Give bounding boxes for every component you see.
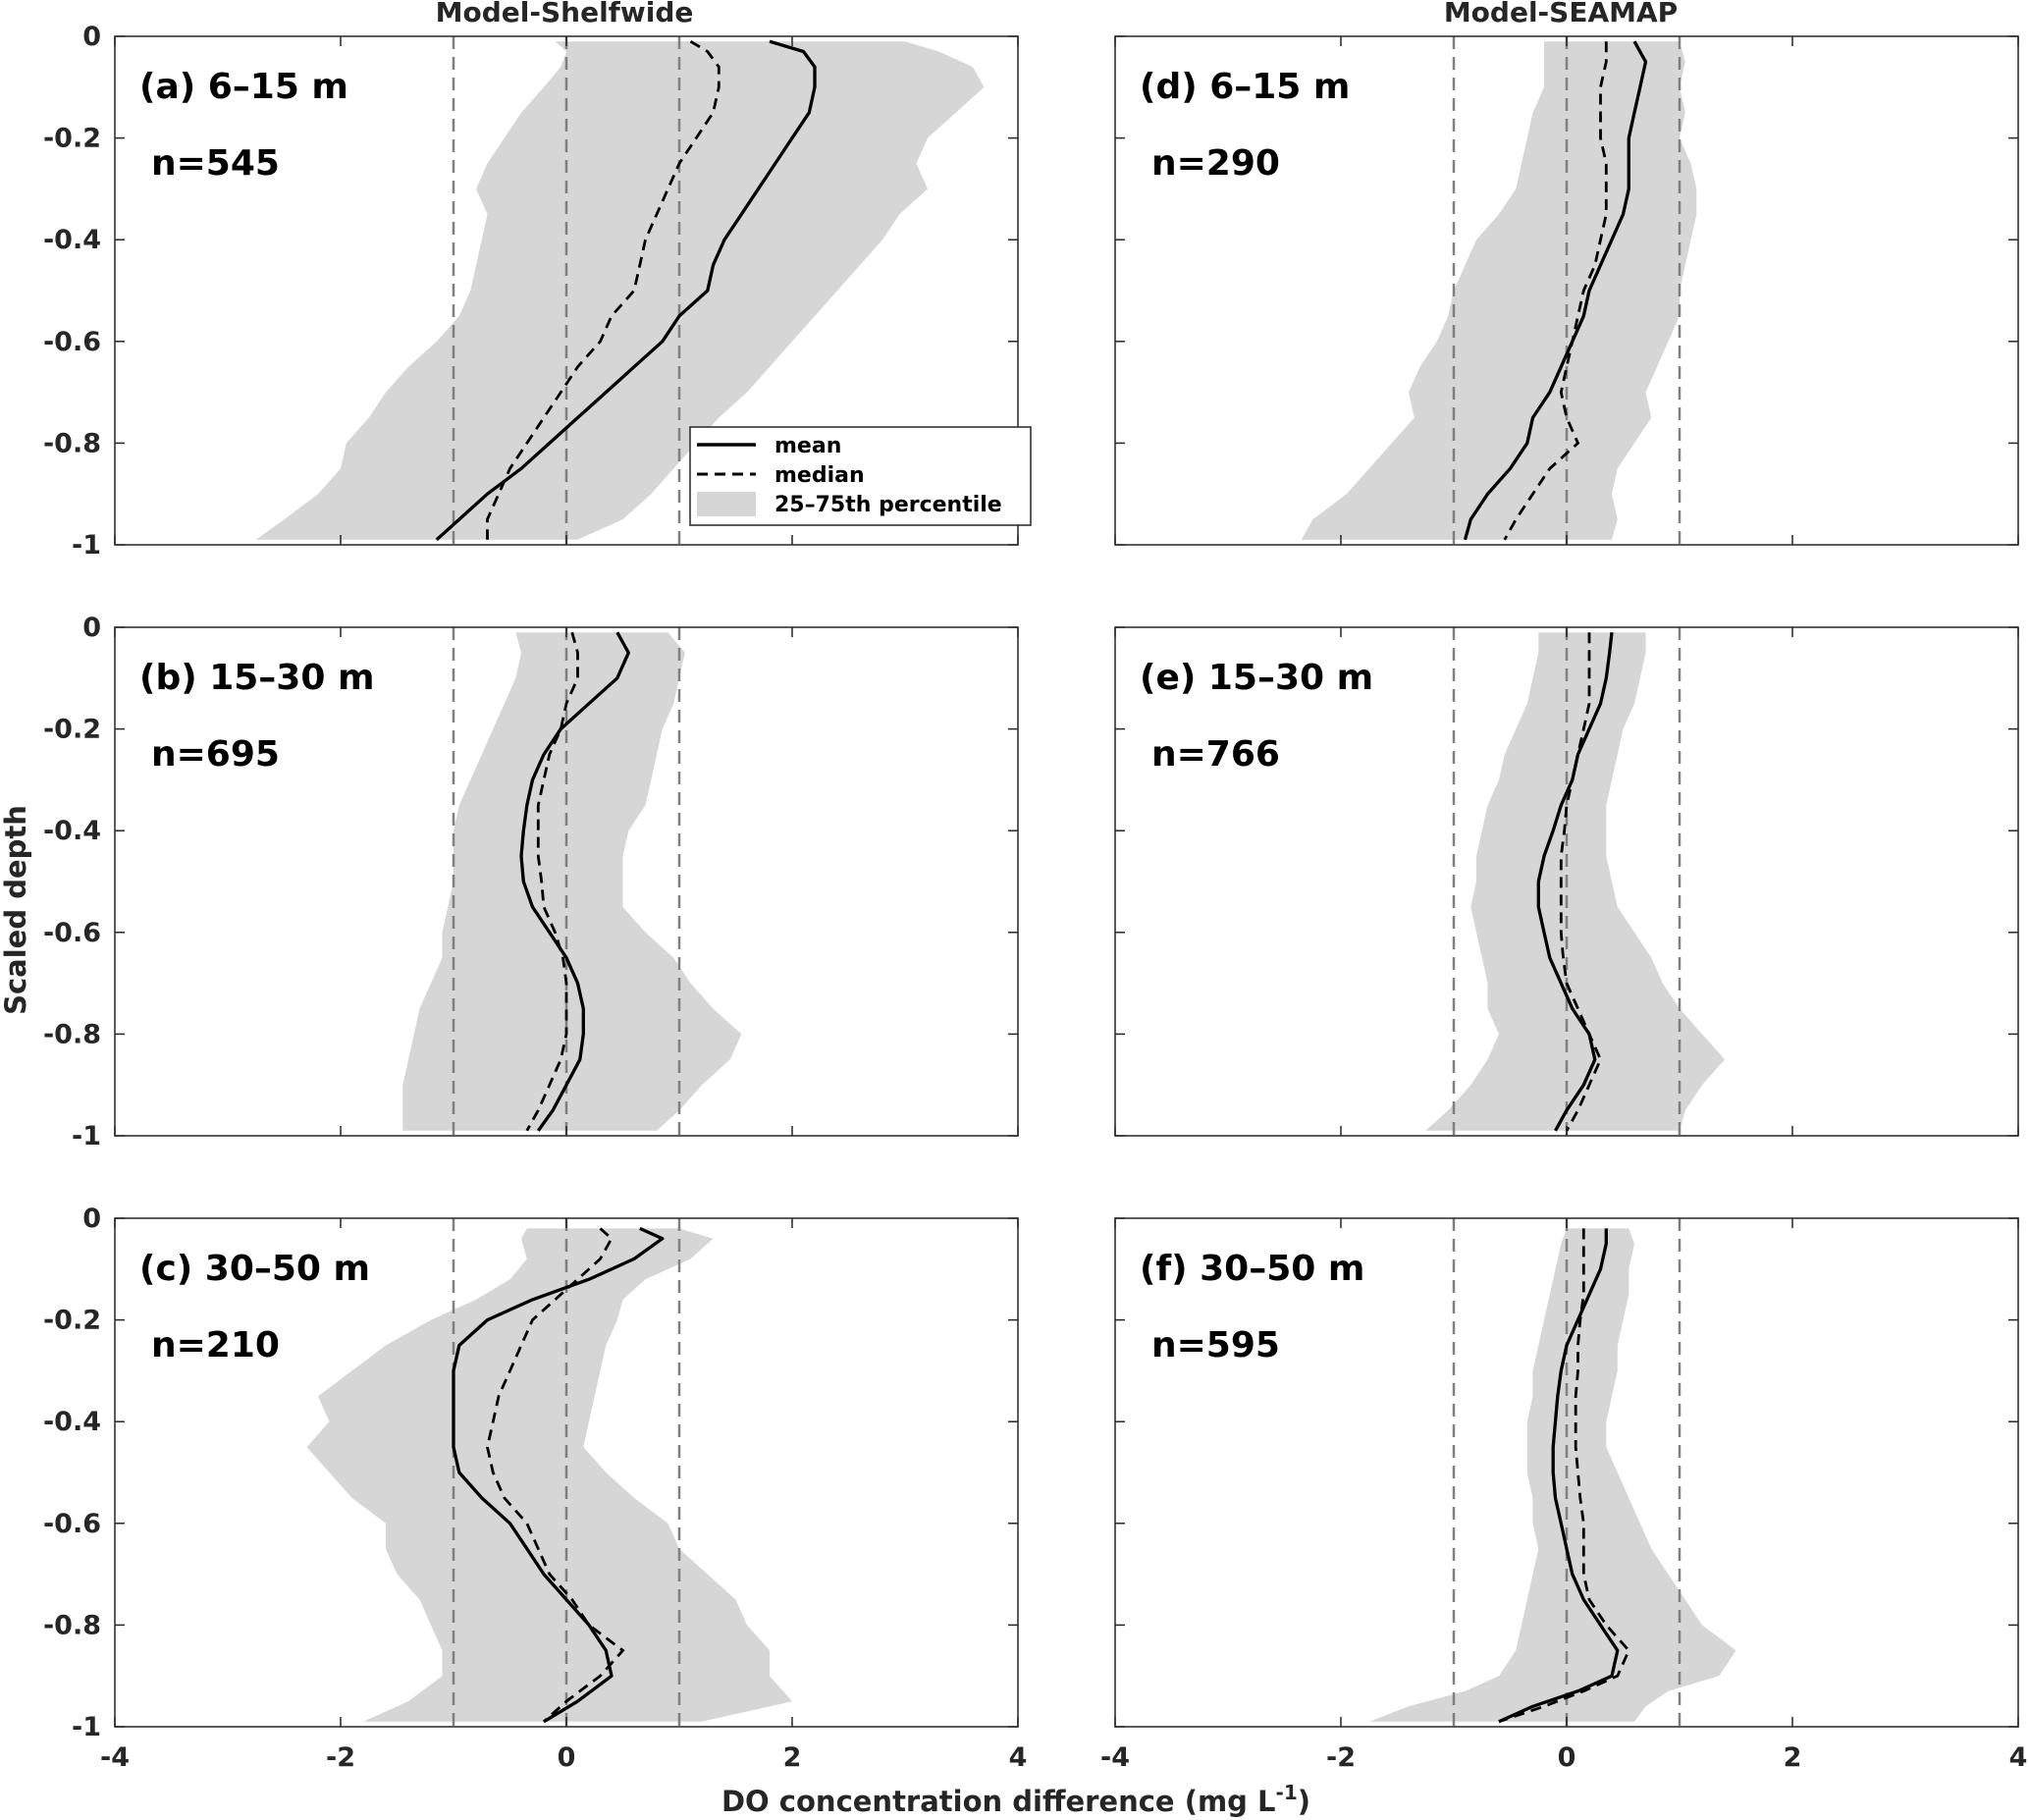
panel-e-percentile-band	[1425, 632, 1725, 1131]
legend-band-swatch	[697, 492, 756, 516]
panel-a-y-tick-label: -1	[72, 530, 101, 561]
panel-c-mean-line	[452, 1226, 665, 1724]
panel-e-title: (e) 15–30 m	[1140, 658, 1373, 698]
panel-d-title: (d) 6–15 m	[1140, 67, 1350, 107]
panel-d-median-line	[1503, 41, 1608, 541]
panel-b-percentile-band	[402, 632, 742, 1131]
panel-a-median-line	[486, 39, 721, 540]
panel-f-x-tick-label: 2	[1784, 1742, 1802, 1773]
panel-a-y-tick-label: -0.4	[43, 225, 101, 255]
panel-b-count: n=695	[151, 734, 280, 775]
column-title-right: Model-SEAMAP	[1444, 0, 1678, 28]
panel-d-mean-line	[1463, 40, 1648, 541]
panel-c-count: n=210	[151, 1325, 280, 1365]
panel-b-median-line	[525, 631, 579, 1132]
panel-a-y-tick-label: 0	[82, 22, 101, 52]
legend-mean-label: mean	[774, 434, 841, 458]
panel-c-percentile-band	[306, 1228, 792, 1722]
panel-f-x-tick-label: -2	[1326, 1742, 1356, 1773]
panel-c-y-tick-label: -0.6	[43, 1509, 101, 1539]
panel-b-y-tick-label: -0.4	[43, 816, 101, 846]
panel-a-percentile-band	[255, 41, 985, 540]
panel-f-x-tick-label: 0	[1558, 1742, 1576, 1773]
panel-a-y-tick-label: -0.8	[43, 428, 101, 458]
panel-c-x-tick-label: -4	[100, 1742, 130, 1773]
panel-c-x-tick-label: -2	[326, 1742, 355, 1773]
panel-b-title: (b) 15–30 m	[139, 658, 374, 698]
panel-d-percentile-band	[1301, 41, 1697, 540]
panel-a-y-tick-label: -0.6	[43, 327, 101, 357]
panel-e-median-line	[1559, 632, 1603, 1132]
panel-e-mean-line	[1536, 632, 1614, 1132]
panel-c-x-tick-label: 4	[1009, 1742, 1028, 1773]
legend-band-label: 25–75th percentile	[774, 493, 1002, 517]
panel-a-y-tick-label: -0.2	[43, 124, 101, 154]
panel-b-y-tick-label: -0.8	[43, 1019, 101, 1049]
panel-e: (e) 15–30 m n=766	[1114, 626, 2019, 1137]
panel-a: 0 -0.2 -0.4 -0.6 -0.8 -1 (a) 6–15 m n=545	[43, 22, 1019, 561]
x-axis-title: DO concentration difference (mg L-1)	[721, 1781, 1310, 1818]
panel-f-title: (f) 30–50 m	[1140, 1249, 1364, 1289]
legend: mean median 25–75th percentile	[689, 426, 1032, 526]
legend-median-label: median	[774, 463, 865, 488]
panel-c-title: (c) 30–50 m	[139, 1249, 370, 1289]
y-axis-title: Scaled depth	[0, 805, 32, 1015]
panels: 0-0.2-0.4-0.6-0.8-1(a) 6–15 mn=5450-0.2-…	[43, 22, 2027, 1773]
panel-b-y-tick-label: -0.2	[43, 715, 101, 745]
panel-c-y-tick-label: -0.8	[43, 1610, 101, 1640]
x-axis-title-end: )	[1298, 1785, 1310, 1818]
panel-b-y-tick-label: -1	[72, 1121, 101, 1151]
panel-a-mean-line	[435, 39, 817, 542]
panel-c-y-tick-label: -0.4	[43, 1407, 101, 1437]
panel-f-count: n=595	[1151, 1325, 1280, 1365]
panel-d-count: n=290	[1151, 143, 1280, 184]
panel-c: -4 -2 0 2 4 0 -0.2 -0.4 -0.6 -0.8 -1 (c) 30–50 m n=2…	[43, 1204, 1027, 1773]
panel-c-x-tick-label: 0	[558, 1742, 576, 1773]
panel-f: -4 -2 0 2 4 (f) 30–50 m n=595	[1100, 1217, 2028, 1773]
column-title-left: Model-Shelfwide	[436, 0, 694, 28]
panel-b-y-tick-label: 0	[82, 613, 101, 643]
panel-b-y-tick-label: -0.6	[43, 918, 101, 948]
x-axis-title-superscript: -1	[1276, 1781, 1298, 1804]
panel-d: (d) 6–15 m n=290	[1114, 35, 2019, 546]
panel-b: 0 -0.2 -0.4 -0.6 -0.8 -1 (b) 15–30 m n=695	[43, 613, 1019, 1151]
panel-f-mean-line	[1498, 1228, 1620, 1724]
panel-c-x-tick-label: 2	[783, 1742, 802, 1773]
panel-c-y-tick-label: 0	[82, 1204, 101, 1234]
panel-c-y-tick-label: -1	[72, 1712, 101, 1742]
panel-e-count: n=766	[1151, 734, 1280, 775]
panel-f-x-tick-label: 4	[2009, 1742, 2028, 1773]
panel-a-title: (a) 6–15 m	[139, 67, 348, 107]
panel-f-x-tick-label: -4	[1100, 1742, 1130, 1773]
x-axis-title-main: DO concentration difference (mg L	[721, 1785, 1276, 1818]
panel-c-y-tick-label: -0.2	[43, 1306, 101, 1336]
panel-a-count: n=545	[151, 143, 280, 184]
panel-b-mean-line	[519, 631, 630, 1132]
